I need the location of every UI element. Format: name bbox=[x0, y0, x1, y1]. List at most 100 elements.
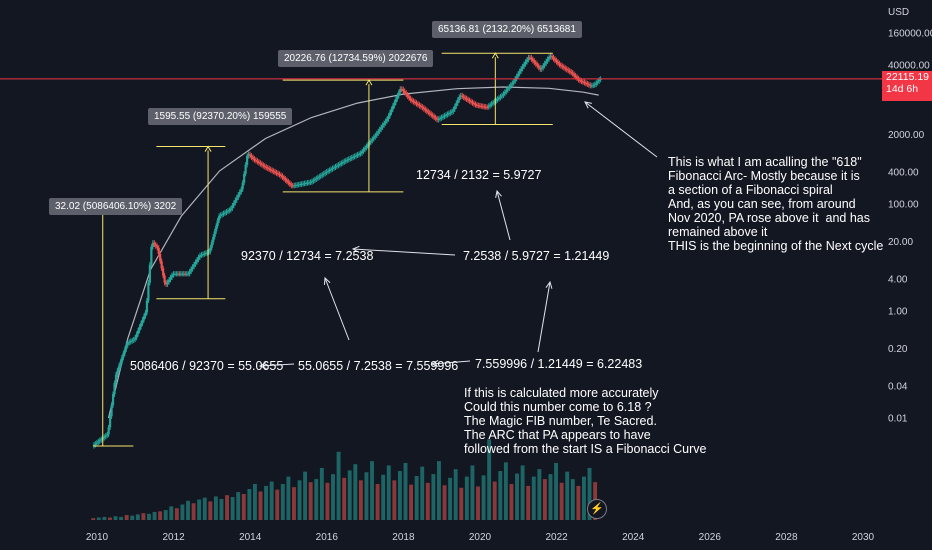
candle-body bbox=[279, 174, 283, 176]
candle-body bbox=[539, 67, 542, 70]
candle-body bbox=[331, 168, 334, 170]
candle-body bbox=[537, 65, 540, 68]
candle-body bbox=[571, 72, 574, 75]
candle-body bbox=[483, 106, 486, 108]
candle-body bbox=[399, 88, 402, 93]
volume-bar bbox=[537, 469, 542, 520]
candle-body bbox=[371, 138, 374, 141]
candle-body bbox=[578, 79, 582, 81]
lightning-bolt-icon[interactable]: ⚡ bbox=[587, 499, 607, 519]
volume-bar bbox=[542, 479, 547, 520]
candle-body bbox=[519, 68, 523, 72]
candle-body bbox=[536, 64, 539, 66]
volume-bar bbox=[169, 506, 174, 520]
candle-body bbox=[427, 111, 430, 113]
current-price-value: 22115.19 bbox=[886, 71, 930, 83]
candle-body bbox=[216, 220, 219, 226]
candle-body bbox=[204, 252, 207, 254]
candle-body bbox=[246, 155, 249, 165]
candle-body bbox=[232, 202, 235, 206]
candle-body bbox=[144, 312, 147, 317]
equation-4: 5086406 / 92370 = 55.0655 bbox=[130, 359, 284, 373]
candle-body bbox=[565, 68, 568, 70]
volume-bar bbox=[442, 485, 447, 520]
volume-bar bbox=[102, 516, 107, 520]
candle-body bbox=[598, 79, 601, 82]
candle-body bbox=[375, 133, 378, 136]
candle-body bbox=[380, 127, 383, 130]
candle-body bbox=[290, 184, 293, 186]
volume-bar bbox=[158, 511, 163, 520]
candle-body bbox=[531, 59, 534, 61]
volume-bar bbox=[487, 439, 492, 520]
candle-body bbox=[207, 251, 210, 253]
measure-arrowhead bbox=[491, 52, 499, 59]
volume-bar bbox=[113, 516, 118, 520]
candle-body bbox=[455, 103, 458, 107]
volume-bar bbox=[286, 476, 291, 520]
y-tick-label: 1.00 bbox=[888, 307, 908, 318]
volume-bar bbox=[152, 511, 157, 520]
candle-body bbox=[262, 164, 265, 166]
volume-bar bbox=[331, 474, 335, 520]
candle-body bbox=[322, 173, 325, 175]
candle-body bbox=[271, 170, 274, 172]
measure-label-2: 1595.55 (92370.20%) 159555 bbox=[148, 108, 293, 125]
volume-bar bbox=[264, 485, 269, 520]
candle-body bbox=[114, 374, 118, 384]
candle-body bbox=[596, 81, 599, 83]
candle-body bbox=[402, 89, 405, 92]
candle-body bbox=[549, 55, 552, 57]
candle-body bbox=[421, 106, 424, 108]
candle-body bbox=[135, 334, 138, 338]
annotation-arrow bbox=[324, 277, 350, 341]
candle-body bbox=[340, 163, 343, 165]
volume-bar bbox=[403, 462, 408, 520]
candle-body bbox=[575, 76, 579, 79]
note-fibonacci-arc: This is what I am acalling the "618" Fib… bbox=[668, 155, 884, 253]
candle-body bbox=[540, 67, 543, 70]
candle-body bbox=[334, 166, 337, 168]
volume-bar bbox=[476, 486, 480, 520]
x-tick-label: 2016 bbox=[316, 532, 339, 543]
candle-body bbox=[113, 383, 116, 395]
x-tick-label: 2024 bbox=[622, 532, 645, 543]
candle-body bbox=[248, 154, 252, 156]
candle-body bbox=[383, 123, 386, 126]
candle-body bbox=[505, 90, 508, 92]
candle-body bbox=[468, 100, 471, 102]
candle-body bbox=[315, 178, 318, 180]
candle-body bbox=[145, 300, 149, 313]
candle-body bbox=[226, 210, 230, 212]
candle-body bbox=[138, 326, 141, 331]
candle-body bbox=[465, 98, 468, 100]
candle-body bbox=[104, 435, 107, 437]
candle-body bbox=[128, 341, 131, 343]
candle-body bbox=[558, 63, 561, 65]
candle-body bbox=[106, 434, 109, 436]
candle-body bbox=[590, 85, 593, 87]
price-series bbox=[92, 53, 602, 449]
candle-body bbox=[176, 273, 179, 275]
volume-bar bbox=[186, 500, 190, 520]
candle-body bbox=[136, 330, 140, 335]
candle-body bbox=[293, 185, 296, 187]
volume-layer bbox=[91, 439, 598, 520]
annotation-arrow bbox=[496, 190, 511, 241]
volume-bar bbox=[107, 517, 112, 520]
candle-body bbox=[95, 442, 98, 444]
candle-body bbox=[475, 104, 479, 106]
candle-body bbox=[405, 92, 408, 95]
candle-body bbox=[512, 81, 515, 84]
candle-body bbox=[412, 100, 415, 102]
x-tick-label: 2026 bbox=[699, 532, 722, 543]
candle-body bbox=[362, 149, 365, 152]
candle-body bbox=[543, 63, 546, 66]
candle-body bbox=[166, 281, 169, 285]
arrow-layer bbox=[258, 101, 658, 370]
volume-bar bbox=[386, 465, 391, 520]
candle-body bbox=[201, 254, 205, 256]
x-tick-label: 2010 bbox=[86, 532, 109, 543]
candle-body bbox=[527, 57, 530, 60]
